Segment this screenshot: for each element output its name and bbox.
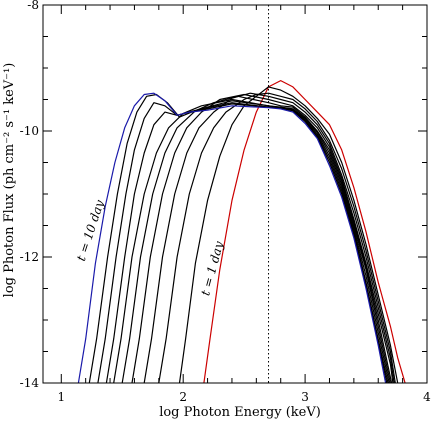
series-layer — [77, 80, 406, 383]
tick-layer: 1 2 3 4 -8 -10 -12 -14 — [20, 0, 431, 404]
y-tick-label: -10 — [20, 124, 39, 138]
annotation-1: t = 10 day — [74, 198, 107, 263]
x-tick-label: 2 — [179, 390, 187, 404]
series-line-11 — [77, 92, 387, 383]
series-line-2 — [178, 86, 399, 383]
series-line-3 — [158, 92, 396, 383]
series-line-4 — [143, 92, 395, 383]
plot-frame — [42, 4, 428, 384]
x-tick-label: 4 — [423, 390, 431, 404]
y-axis-title: log Photon Flux (ph cm⁻² s⁻¹ keV⁻¹) — [2, 63, 17, 298]
x-axis-title: log Photon Energy (keV) — [159, 405, 321, 420]
x-tick-label: 3 — [301, 390, 309, 404]
y-tick-label: -14 — [20, 376, 40, 390]
series-line-9 — [97, 102, 389, 383]
annotation-2: t = 1 day — [198, 240, 226, 298]
y-tick-label: -12 — [20, 250, 39, 264]
series-line-6 — [121, 95, 393, 383]
annotation-layer: t = 10 day t = 1 day — [74, 198, 226, 297]
x-tick-label: 1 — [57, 390, 65, 404]
series-line-7 — [113, 98, 391, 383]
series-line-5 — [131, 93, 394, 383]
series-line-10 — [88, 93, 388, 383]
series-line-1 — [203, 80, 406, 383]
y-tick-label: -8 — [27, 0, 39, 12]
series-line-8 — [105, 100, 390, 383]
